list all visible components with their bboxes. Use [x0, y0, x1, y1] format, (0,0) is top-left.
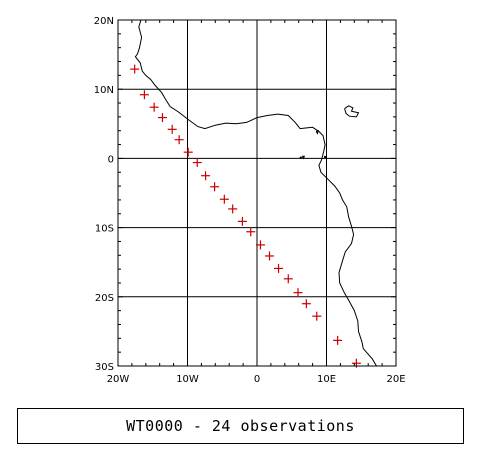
- island-outline: [315, 129, 319, 135]
- observation-marker: [333, 335, 343, 345]
- x-tick-label: 10E: [317, 374, 336, 385]
- observation-marker: [167, 124, 177, 134]
- observation-marker: [283, 274, 293, 284]
- observation-marker: [210, 182, 220, 192]
- coastline: [134, 19, 377, 367]
- observation-marker: [228, 204, 238, 214]
- observation-marker: [149, 102, 159, 112]
- y-tick-label: 10N: [94, 85, 114, 96]
- observation-marker: [139, 90, 149, 100]
- observation-marker: [130, 64, 140, 74]
- y-tick-label: 30S: [95, 362, 114, 373]
- observation-marker: [219, 194, 229, 204]
- y-tick-label: 0: [108, 154, 114, 165]
- africa-coastline: [134, 19, 377, 367]
- axes: [117, 19, 397, 367]
- x-tick-label: 10W: [176, 374, 199, 385]
- island-dot: [299, 156, 302, 159]
- observation-marker: [312, 311, 322, 321]
- x-tick-label: 0: [254, 374, 260, 385]
- observation-marker: [192, 158, 202, 168]
- observation-markers: [130, 64, 361, 368]
- tick-labels: 20W 10W 0 10E 20E 20N 10N 0 10S 20S 30S: [94, 16, 406, 385]
- legend-title: WT0000 - 24 observations: [126, 417, 355, 435]
- observation-marker: [157, 113, 167, 123]
- x-tick-label: 20W: [107, 374, 130, 385]
- observation-marker: [255, 240, 265, 250]
- observation-marker: [237, 216, 247, 226]
- observation-marker: [274, 263, 284, 273]
- island-outline: [344, 105, 360, 118]
- y-tick-label: 10S: [95, 224, 114, 235]
- observation-marker: [201, 171, 211, 181]
- x-tick-label: 20E: [386, 374, 405, 385]
- island-dot: [323, 155, 327, 159]
- gridlines: [118, 20, 396, 366]
- observation-marker: [301, 299, 311, 309]
- y-tick-label: 20S: [95, 293, 114, 304]
- observation-marker: [293, 288, 303, 298]
- observation-marker: [265, 251, 275, 261]
- legend-box: WT0000 - 24 observations: [17, 408, 464, 444]
- observation-marker: [183, 147, 193, 157]
- observation-marker: [174, 135, 184, 145]
- island-outline: [301, 155, 305, 160]
- y-tick-label: 20N: [94, 16, 114, 27]
- observation-marker: [246, 227, 256, 237]
- map-plot: 20W 10W 0 10E 20E 20N 10N 0 10S 20S 30S: [94, 16, 406, 385]
